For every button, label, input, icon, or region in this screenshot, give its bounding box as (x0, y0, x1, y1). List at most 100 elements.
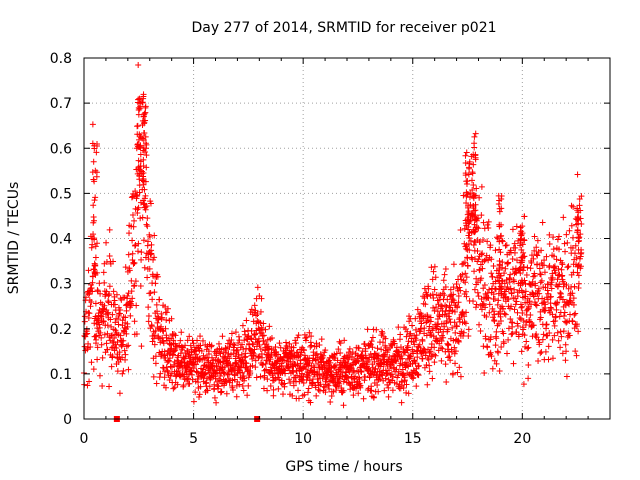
data-point (509, 266, 516, 273)
data-point (514, 320, 521, 327)
data-point (530, 293, 537, 300)
data-point (355, 358, 362, 365)
data-point (110, 258, 117, 265)
data-point (295, 395, 302, 402)
data-point (489, 365, 496, 372)
data-point (206, 383, 213, 390)
data-point (320, 383, 327, 390)
data-point (241, 375, 248, 382)
data-point (452, 348, 459, 355)
data-point (154, 313, 161, 320)
data-point (484, 344, 491, 351)
data-point (425, 285, 432, 292)
data-point (132, 188, 139, 195)
data-point (135, 240, 142, 247)
data-point (414, 354, 421, 361)
data-point (517, 236, 524, 243)
data-point (546, 241, 553, 248)
data-point (180, 382, 187, 389)
data-point (545, 356, 552, 363)
data-point (235, 333, 242, 340)
data-point (158, 314, 165, 321)
data-point (81, 343, 88, 350)
data-point (419, 338, 426, 345)
data-point (492, 342, 499, 349)
data-point (484, 221, 491, 228)
data-point (554, 299, 561, 306)
data-point (455, 338, 462, 345)
data-point (509, 255, 516, 262)
data-point (322, 347, 329, 354)
data-point (424, 293, 431, 300)
data-point (492, 278, 499, 285)
data-point (190, 340, 197, 347)
data-point (469, 186, 476, 193)
data-point (300, 364, 307, 371)
data-point (520, 326, 527, 333)
data-point (119, 317, 126, 324)
data-point (275, 385, 282, 392)
data-point (462, 270, 469, 277)
data-point (133, 302, 140, 309)
data-point (455, 292, 462, 299)
data-point (251, 331, 258, 338)
data-point (560, 214, 567, 221)
data-point (557, 328, 564, 335)
data-point (446, 310, 453, 317)
data-point (109, 311, 116, 318)
data-point (520, 267, 527, 274)
data-point (565, 263, 572, 270)
data-point (372, 365, 379, 372)
data-point (511, 286, 518, 293)
data-point (564, 264, 571, 271)
data-point (476, 238, 483, 245)
data-point (505, 296, 512, 303)
data-point (465, 226, 472, 233)
data-point (129, 250, 136, 257)
data-point (480, 219, 487, 226)
data-point (133, 145, 140, 152)
data-point (121, 294, 128, 301)
data-point (145, 318, 152, 325)
data-point (140, 113, 147, 120)
y-tick-label: 0.5 (50, 186, 72, 202)
data-point (106, 291, 113, 298)
data-point (441, 271, 448, 278)
data-point (551, 263, 558, 270)
data-point (451, 344, 458, 351)
data-point (355, 345, 362, 352)
data-point (369, 344, 376, 351)
data-point (519, 253, 526, 260)
data-point (264, 387, 271, 394)
data-point (563, 348, 570, 355)
data-point (186, 380, 193, 387)
data-point (251, 302, 258, 309)
data-point (480, 236, 487, 243)
data-point (313, 343, 320, 350)
data-point (491, 318, 498, 325)
data-point (520, 381, 527, 388)
data-point (415, 372, 422, 379)
data-point (88, 359, 95, 366)
data-point (566, 301, 573, 308)
data-point (111, 301, 118, 308)
data-point (89, 121, 96, 128)
data-point (472, 130, 479, 137)
data-point (570, 234, 577, 241)
data-point (430, 295, 437, 302)
data-point (250, 341, 257, 348)
data-point (123, 330, 130, 337)
data-point (531, 247, 538, 254)
data-point (426, 323, 433, 330)
data-point (143, 221, 150, 228)
data-point (381, 387, 388, 394)
data-point (403, 362, 410, 369)
data-point (214, 382, 221, 389)
data-point (479, 265, 486, 272)
data-point (374, 345, 381, 352)
data-point (490, 291, 497, 298)
data-point (131, 260, 138, 267)
data-point (361, 377, 368, 384)
data-point (411, 341, 418, 348)
data-point (482, 335, 489, 342)
